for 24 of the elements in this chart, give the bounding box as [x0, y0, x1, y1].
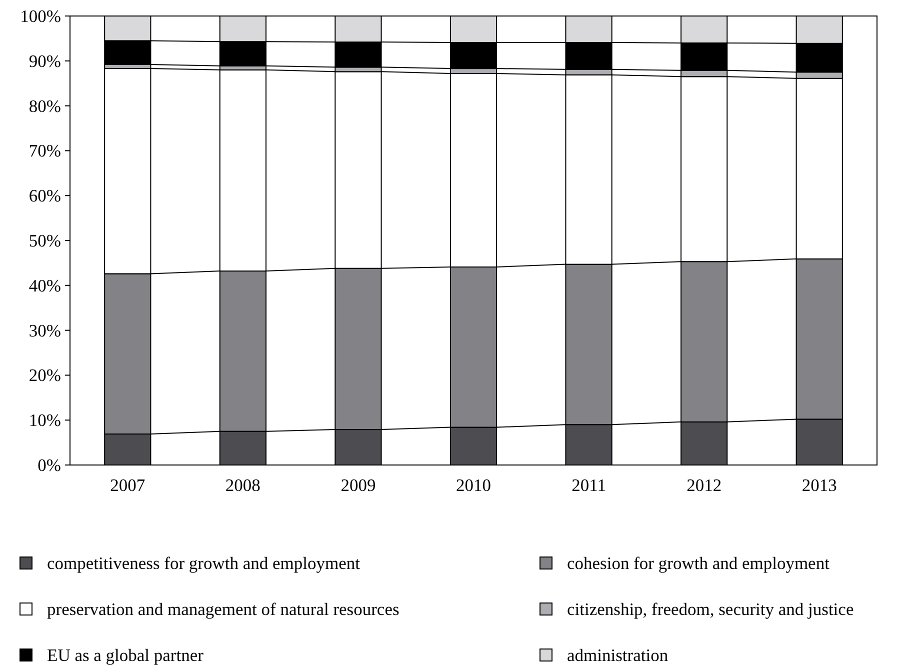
y-tick-label: 30%	[28, 320, 61, 340]
y-tick-label: 90%	[28, 50, 61, 71]
y-tick-label: 60%	[28, 186, 61, 206]
x-tick-label: 2010	[456, 475, 492, 495]
legend-label: EU as a global partner	[47, 645, 204, 665]
y-tick-label: 10%	[28, 410, 61, 430]
y-tick-label: 40%	[28, 275, 61, 296]
x-tick-label: 2007	[110, 475, 146, 495]
x-tick-label: 2008	[225, 475, 261, 495]
y-tick-label: 50%	[28, 230, 61, 250]
y-tick-label: 20%	[28, 365, 61, 386]
legend-label: cohesion for growth and employment	[567, 553, 830, 573]
x-tick-label: 2013	[802, 475, 838, 495]
x-tick-label: 2011	[572, 475, 606, 495]
legend-label: competitiveness for growth and employment	[47, 553, 360, 573]
legend-label: citizenship, freedom, security and justice	[567, 599, 854, 619]
x-tick-label: 2009	[340, 475, 376, 495]
y-tick-label: 80%	[28, 96, 61, 116]
y-tick-label: 0%	[38, 455, 61, 475]
y-tick-label: 70%	[28, 140, 61, 161]
legend-label: administration	[567, 645, 668, 665]
y-tick-label: 100%	[20, 6, 61, 26]
x-tick-label: 2012	[686, 475, 722, 495]
legend-label: preservation and management of natural resources	[47, 599, 400, 619]
